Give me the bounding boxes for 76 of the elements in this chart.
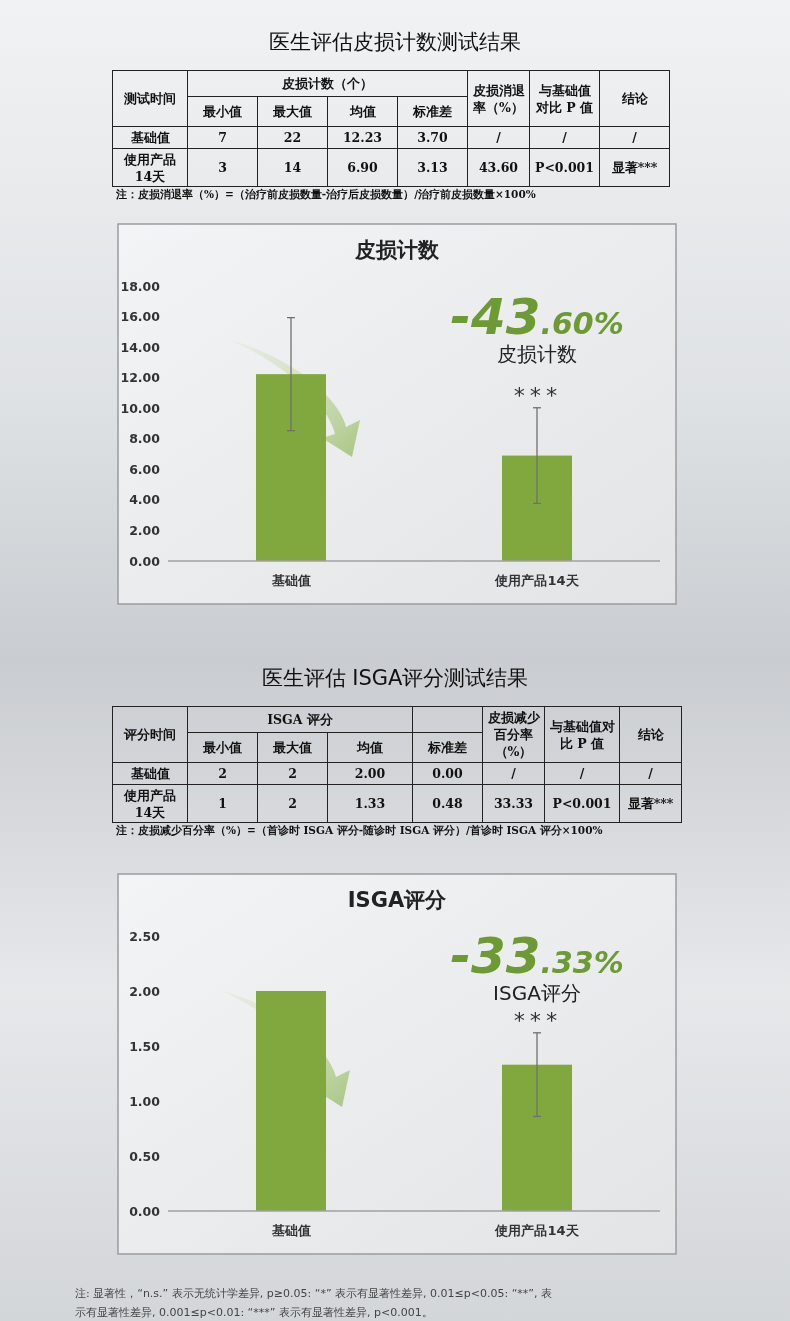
text: 注: 显著性，“n.s.” 表示无统计学差异, p≥0.05: “*” 表示有显著性差异, 0.01≤p<0.05: “**”, 表示有显著性差异, 0.001≤p<0.01: “***” 表示有显著性差异, p<0.001。 bbox=[75, 1287, 553, 1319]
text: 3.13 bbox=[397, 148, 468, 187]
text: 7 bbox=[187, 126, 258, 149]
text: 医生评估 ISGA评分测试结果 bbox=[260, 665, 530, 692]
y-tick-label: 12.00 bbox=[120, 370, 161, 386]
text: 注：皮损减少百分率（%）=（首诊时 ISGA 评分-随诊时 ISGA 评分）/首诊时 ISGA 评分×100% bbox=[116, 824, 603, 838]
y-tick-label: 2.00 bbox=[129, 983, 161, 999]
text: 2 bbox=[257, 762, 328, 785]
text: 标准差 bbox=[397, 96, 468, 127]
text: 与基础值对比 P 值 bbox=[529, 70, 600, 127]
text: P<0.001 bbox=[529, 148, 600, 187]
y-tick-label: 0.00 bbox=[129, 1203, 161, 1219]
text: / bbox=[599, 126, 670, 149]
text: 结论 bbox=[599, 70, 670, 127]
text: / bbox=[544, 762, 620, 785]
text: 标准差 bbox=[412, 732, 483, 763]
text: 14 bbox=[257, 148, 328, 187]
text: / bbox=[619, 762, 682, 785]
text: 皮损消退率（%） bbox=[467, 70, 530, 127]
y-tick-label: 2.50 bbox=[129, 928, 161, 944]
text: 最大值 bbox=[257, 732, 328, 763]
text: 使用产品14天 bbox=[112, 148, 188, 187]
text: 3.70 bbox=[397, 126, 468, 149]
y-tick-label: 0.50 bbox=[129, 1148, 161, 1164]
text: 显著*** bbox=[619, 784, 682, 823]
text: 3 bbox=[187, 148, 258, 187]
y-tick-label: 1.50 bbox=[129, 1038, 161, 1054]
text: 1 bbox=[187, 784, 258, 823]
text: 注：皮损消退率（%）=（治疗前皮损数量-治疗后皮损数量）/治疗前皮损数量×100% bbox=[116, 188, 536, 202]
text: 使用产品14天 bbox=[112, 784, 188, 823]
y-tick-label: 4.00 bbox=[129, 492, 161, 508]
text: 33.33 bbox=[482, 784, 545, 823]
y-tick-label: 10.00 bbox=[120, 400, 161, 416]
text: 测试时间 bbox=[112, 70, 188, 127]
text: 43.60 bbox=[467, 148, 530, 187]
text: 0.00 bbox=[412, 762, 483, 785]
text: 基础值 bbox=[112, 762, 188, 785]
text: 2 bbox=[257, 784, 328, 823]
text: P<0.001 bbox=[544, 784, 620, 823]
text: 结论 bbox=[619, 706, 682, 763]
y-tick-label: 2.00 bbox=[129, 522, 161, 538]
y-tick-label: 14.00 bbox=[120, 339, 161, 355]
text: 皮损计数（个） bbox=[187, 70, 468, 97]
text: 12.23 bbox=[327, 126, 398, 149]
chart-title: ISGA评分 bbox=[347, 888, 448, 912]
y-tick-label: 8.00 bbox=[129, 431, 161, 447]
text: 与基础值对比 P 值 bbox=[544, 706, 620, 763]
text: 基础值 bbox=[112, 126, 188, 149]
text: 2.00 bbox=[327, 762, 413, 785]
y-tick-label: 0.00 bbox=[129, 553, 161, 569]
text: / bbox=[467, 126, 530, 149]
annotation: *** bbox=[512, 382, 562, 408]
text: 评分时间 bbox=[112, 706, 188, 763]
text: / bbox=[482, 762, 545, 785]
text: 最小值 bbox=[187, 96, 258, 127]
text: 1.33 bbox=[327, 784, 413, 823]
text: 均值 bbox=[327, 96, 398, 127]
text: / bbox=[529, 126, 600, 149]
text: 6.90 bbox=[327, 148, 398, 187]
text: 22 bbox=[257, 126, 328, 149]
text: 0.48 bbox=[412, 784, 483, 823]
annotation: 皮损计数 bbox=[497, 342, 577, 366]
chart-title: 皮损计数 bbox=[354, 238, 440, 262]
y-tick-label: 1.00 bbox=[129, 1093, 161, 1109]
text: 显著*** bbox=[599, 148, 670, 187]
y-tick-label: 18.00 bbox=[120, 278, 161, 294]
y-tick-label: 6.00 bbox=[129, 461, 161, 477]
text: ISGA 评分 bbox=[187, 706, 413, 733]
text: 医生评估皮损计数测试结果 bbox=[268, 29, 522, 56]
text: 最大值 bbox=[257, 96, 328, 127]
text: 最小值 bbox=[187, 732, 258, 763]
text: 均值 bbox=[327, 732, 413, 763]
annotation: *** bbox=[512, 1007, 562, 1033]
text: 皮损减少百分率（%） bbox=[482, 706, 545, 763]
text: 2 bbox=[187, 762, 258, 785]
y-tick-label: 16.00 bbox=[120, 309, 161, 325]
